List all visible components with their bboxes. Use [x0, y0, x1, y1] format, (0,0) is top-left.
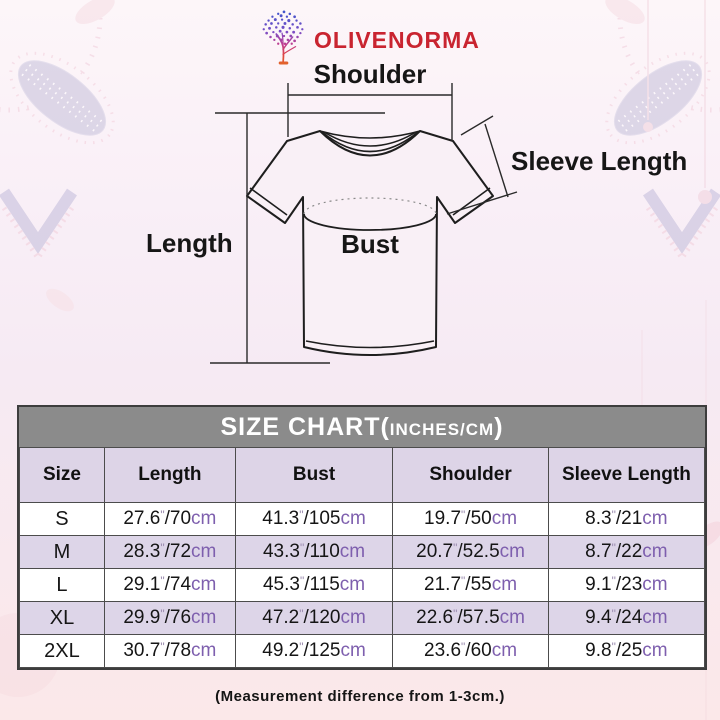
title-units: INCHES/CM: [389, 420, 495, 439]
brand-header: OLIVENORMA: [0, 0, 720, 66]
title-main: SIZE CHART(: [220, 413, 390, 441]
measurement-note: (Measurement difference from 1-3cm.): [215, 688, 505, 705]
table-row: S 27.6"/70cm 41.3"/105cm 19.7"/50cm 8.3"…: [19, 502, 706, 536]
size-cell: 2XL: [19, 634, 105, 668]
col-header-shoulder: Shoulder: [392, 447, 549, 503]
measurement-cell: 45.3"/115cm: [234, 568, 394, 602]
collar-rib-1: [323, 131, 417, 147]
sleeve-length-label: Sleeve Length: [511, 146, 688, 176]
measurement-cell: 9.8"/25cm: [547, 634, 706, 668]
shoulder-label: Shoulder: [313, 59, 427, 89]
measurement-cell: 8.3"/21cm: [547, 502, 706, 536]
left-cuff-line: [249, 187, 288, 216]
hem-inner-line: [305, 340, 435, 349]
collar-rib-2: [321, 131, 419, 153]
measurement-cell: 29.9"/76cm: [103, 601, 236, 635]
measurement-cell: 29.1"/74cm: [103, 568, 236, 602]
measurement-cell: 9.1"/23cm: [547, 568, 706, 602]
col-header-size: Size: [19, 447, 105, 503]
measurement-cell: 21.7"/55cm: [392, 568, 549, 602]
measurement-cell: 30.7"/78cm: [103, 634, 236, 668]
brand-name: OLIVENORMA: [314, 27, 480, 53]
measurement-cell: 43.3"/110cm: [234, 535, 394, 569]
table-header-row: Size Length Bust Shoulder Sleeve Length: [19, 447, 706, 503]
size-cell: M: [19, 535, 105, 569]
size-chart-title: SIZE CHART(INCHES/CM): [19, 407, 705, 447]
size-chart-section: SIZE CHART(INCHES/CM) Size Length Bust S…: [17, 405, 707, 670]
bust-line-dashed: [303, 197, 437, 215]
size-table: Size Length Bust Shoulder Sleeve Length …: [19, 447, 706, 668]
sleeve-tick-top: [460, 115, 494, 136]
measurement-cell: 22.6"/57.5cm: [392, 601, 549, 635]
sleeve-tick-bottom: [446, 191, 518, 215]
table-row: 2XL 30.7"/78cm 49.2"/125cm 23.6"/60cm 9.…: [19, 634, 706, 668]
measurement-cell: 27.6"/70cm: [103, 502, 236, 536]
measurement-cell: 23.6"/60cm: [392, 634, 549, 668]
sleeve-measure-line: [484, 123, 509, 198]
size-cell: L: [19, 568, 105, 602]
measurement-cell: 41.3"/105cm: [234, 502, 394, 536]
col-header-sleeve-length: Sleeve Length: [547, 447, 706, 503]
measurement-cell: 20.7"/52.5cm: [392, 535, 549, 569]
table-row: M 28.3"/72cm 43.3"/110cm 20.7"/52.5cm 8.…: [19, 535, 706, 569]
measurement-cell: 8.7"/22cm: [547, 535, 706, 569]
col-header-bust: Bust: [234, 447, 394, 503]
bust-line-solid: [303, 213, 437, 231]
measurement-lines: [210, 83, 518, 364]
size-cell: XL: [19, 601, 105, 635]
measurement-cell: 19.7"/50cm: [392, 502, 549, 536]
collar-back-line: [319, 130, 421, 139]
measurement-cell: 47.2"/120cm: [234, 601, 394, 635]
length-label: Length: [146, 228, 233, 258]
bust-label: Bust: [341, 229, 399, 259]
brand-tree-icon: [262, 10, 304, 65]
measurement-cell: 49.2"/125cm: [234, 634, 394, 668]
measurement-cell: 9.4"/24cm: [547, 601, 706, 635]
table-row: XL 29.9"/76cm 47.2"/120cm 22.6"/57.5cm 9…: [19, 601, 706, 635]
title-close: ): [494, 413, 504, 441]
right-cuff-line: [452, 187, 491, 216]
measurement-cell: 28.3"/72cm: [103, 535, 236, 569]
col-header-length: Length: [103, 447, 236, 503]
size-cell: S: [19, 502, 105, 536]
table-row: L 29.1"/74cm 45.3"/115cm 21.7"/55cm 9.1"…: [19, 568, 706, 602]
